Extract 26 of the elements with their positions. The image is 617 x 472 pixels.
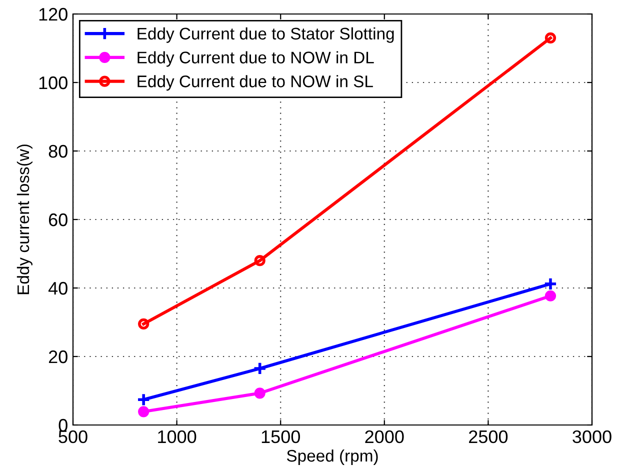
legend-label: Eddy Current due to NOW in SL	[138, 75, 373, 91]
x-tick-label: 2500	[469, 430, 508, 444]
y-tick-label: 40	[48, 282, 68, 295]
point	[138, 406, 150, 418]
x-tick-label: 500	[58, 430, 88, 444]
x-tick-label: 1500	[262, 430, 300, 444]
y-tick-label: 80	[48, 144, 68, 158]
legend-label: Eddy Current due to Stator Slotting	[138, 27, 394, 43]
y-tick-label: 20	[48, 350, 68, 364]
y-tick-label: 100	[39, 76, 68, 90]
legend-label: Eddy Current due to NOW in DL	[138, 51, 374, 67]
x-tick-label: 3000	[572, 430, 612, 444]
point	[252, 362, 267, 376]
x-tick-label: 2000	[365, 430, 404, 444]
point	[254, 388, 266, 399]
y-tick-label: 120	[39, 8, 68, 21]
point	[136, 392, 151, 407]
point	[544, 276, 558, 291]
point	[544, 32, 556, 44]
y-axis-title: Eddy current loss(w)	[16, 144, 32, 294]
x-axis-title: Speed (rpm)	[286, 449, 378, 466]
point	[254, 255, 266, 266]
x-tick-label: 1000	[158, 430, 196, 444]
point	[544, 290, 556, 302]
y-tick-label: 60	[48, 213, 68, 226]
point	[138, 318, 150, 330]
